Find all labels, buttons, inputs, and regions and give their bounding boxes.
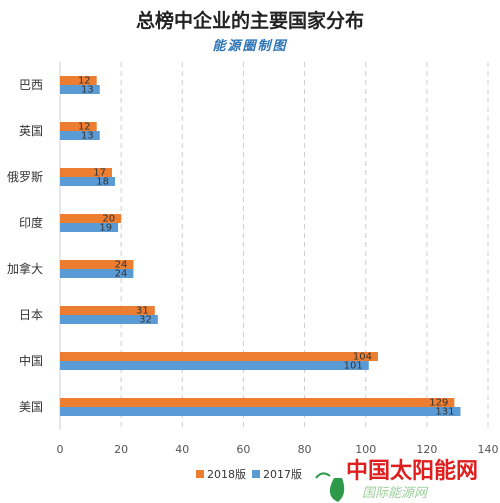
watermark-main-text: 中国太阳能网 — [346, 458, 478, 484]
bar — [60, 122, 97, 131]
bar — [60, 306, 155, 315]
bar — [60, 260, 134, 269]
data-label: 129 — [429, 398, 448, 409]
x-tick-label: 80 — [298, 443, 312, 456]
data-label: 32 — [139, 315, 152, 326]
bar — [60, 315, 158, 324]
data-label: 12 — [78, 122, 91, 133]
category-label: 日本 — [19, 308, 43, 322]
bar — [60, 177, 116, 186]
data-label: 20 — [102, 214, 115, 225]
chart-title: 总榜中企业的主要国家分布 — [136, 9, 364, 32]
x-tick-label: 20 — [114, 443, 128, 456]
bar — [60, 269, 134, 278]
bar — [60, 168, 112, 177]
data-label: 31 — [136, 306, 149, 317]
bar — [60, 131, 100, 140]
watermark-logo-icon — [315, 472, 345, 502]
category-label: 巴西 — [19, 78, 43, 92]
x-tick-label: 40 — [175, 443, 189, 456]
x-tick-label: 100 — [355, 443, 376, 456]
legend-swatch — [196, 470, 204, 478]
x-tick-label: 120 — [416, 443, 437, 456]
legend-label: 2017版 — [263, 467, 302, 481]
data-label: 131 — [435, 407, 454, 418]
data-label: 13 — [81, 131, 94, 142]
x-tick-label: 60 — [236, 443, 250, 456]
data-label: 17 — [93, 168, 106, 179]
data-label: 104 — [353, 352, 372, 363]
bar — [60, 361, 369, 370]
x-tick-label: 0 — [57, 443, 64, 456]
data-label: 18 — [96, 177, 109, 188]
bar — [60, 214, 122, 223]
data-label: 12 — [78, 76, 91, 87]
data-label: 13 — [81, 85, 94, 96]
bar — [60, 398, 455, 407]
legend-label: 2018版 — [207, 467, 246, 481]
data-label: 24 — [115, 269, 128, 280]
category-label: 印度 — [19, 215, 43, 230]
watermark: 中国太阳能网 国际能源网 — [315, 458, 478, 502]
data-label: 24 — [115, 260, 128, 271]
legend: 2018版 2017版 — [196, 467, 302, 481]
category-label: 英国 — [19, 124, 43, 138]
bar — [60, 223, 119, 232]
chart-subtitle: 能源圈制图 — [212, 38, 287, 54]
bar — [60, 76, 97, 85]
x-axis-ticks: 0 20 40 60 80 100 120 140 — [57, 443, 499, 456]
bar — [60, 85, 100, 94]
x-tick-label: 140 — [478, 443, 499, 456]
watermark-sub-text: 国际能源网 — [362, 486, 429, 501]
legend-swatch — [252, 470, 260, 478]
data-label: 101 — [344, 361, 363, 372]
data-label: 19 — [99, 223, 112, 234]
category-label: 加拿大 — [7, 261, 43, 276]
category-label: 中国 — [19, 353, 43, 368]
category-label: 俄罗斯 — [7, 170, 43, 184]
category-label: 美国 — [19, 400, 43, 414]
bar — [60, 407, 461, 416]
bar — [60, 352, 378, 361]
grid — [59, 62, 489, 430]
